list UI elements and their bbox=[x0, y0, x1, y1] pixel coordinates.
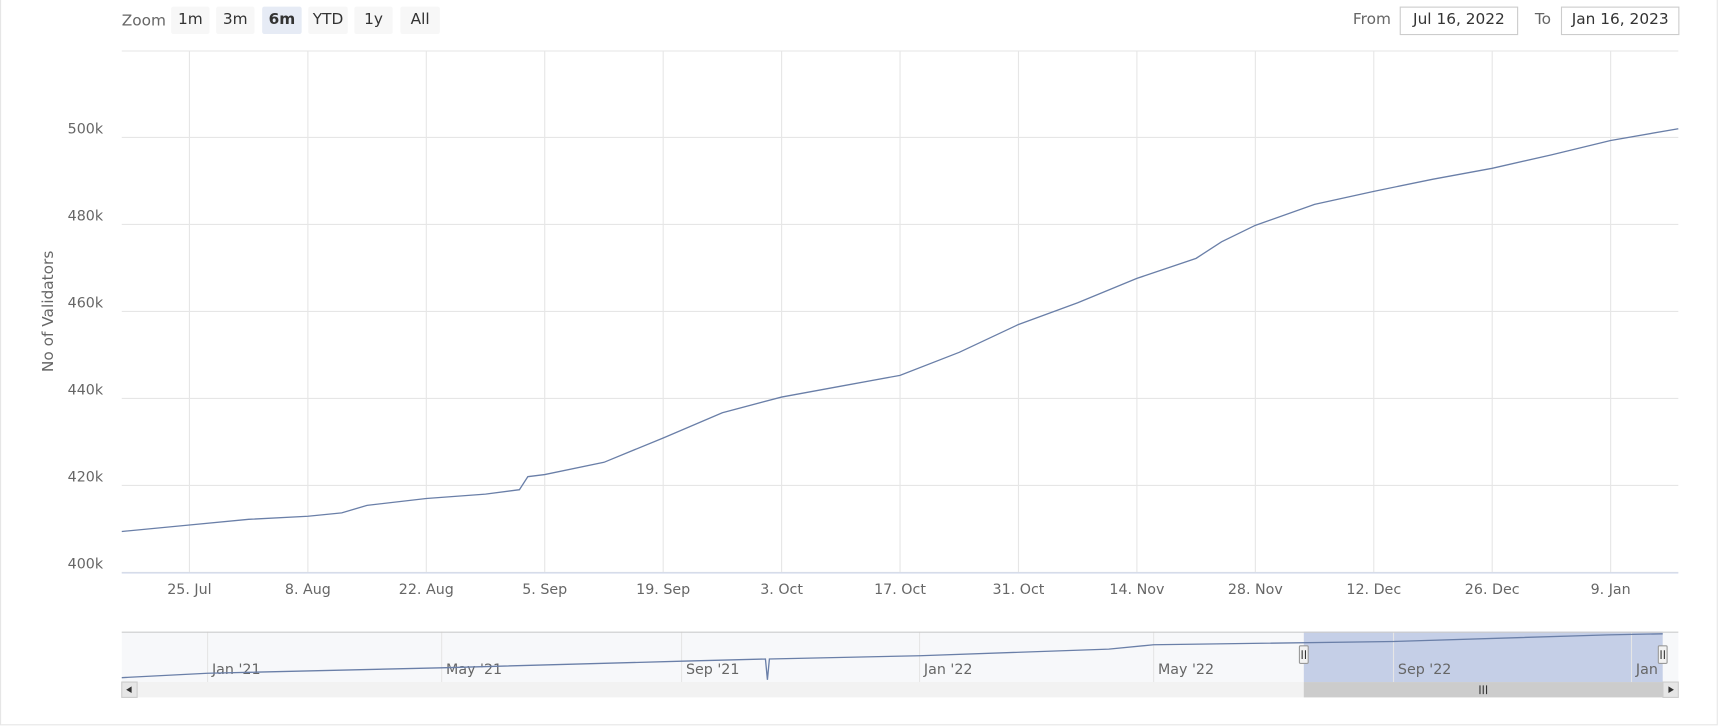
line bbox=[121, 633, 1663, 680]
x-tick-label: May '22 bbox=[1158, 662, 1214, 678]
zoom-button-bg[interactable] bbox=[308, 6, 348, 34]
x-tick-label: Sep '21 bbox=[686, 662, 739, 678]
zoom-button[interactable]: 6m bbox=[262, 6, 302, 34]
handle-grip bbox=[1660, 650, 1665, 660]
zoom-label: Zoom bbox=[122, 11, 166, 29]
from-value[interactable]: Jul 16, 2022 bbox=[1412, 10, 1505, 28]
zoom-button-label[interactable]: 3m bbox=[223, 10, 248, 28]
zoom-button-label[interactable]: All bbox=[411, 10, 430, 28]
scrollbar-grip bbox=[1479, 685, 1488, 695]
zoom-button-label[interactable]: YTD bbox=[312, 10, 344, 28]
zoom-button[interactable]: 1m bbox=[171, 6, 210, 34]
x-tick-label: 26. Dec bbox=[1465, 582, 1520, 598]
x-tick-label: Sep '22 bbox=[1398, 662, 1451, 678]
line bbox=[121, 128, 1679, 533]
y-tick-label: 500k bbox=[68, 122, 104, 138]
zoom-button[interactable]: All bbox=[400, 6, 440, 34]
to-value[interactable]: Jan 16, 2023 bbox=[1571, 10, 1669, 28]
x-tick-label: 8. Aug bbox=[285, 582, 331, 598]
scrollbar-track bbox=[121, 682, 1679, 698]
y-tick-label: 440k bbox=[68, 383, 104, 399]
from-input[interactable] bbox=[1399, 6, 1519, 36]
to-label: To bbox=[1534, 10, 1551, 28]
zoom-button-bg[interactable] bbox=[216, 6, 255, 34]
x-tick-label: 14. Nov bbox=[1109, 582, 1165, 598]
x-tick-label: 25. Jul bbox=[167, 582, 211, 598]
x-tick-label: 17. Oct bbox=[874, 582, 926, 598]
zoom-button[interactable]: 3m bbox=[216, 6, 255, 34]
x-tick-label: 12. Dec bbox=[1346, 582, 1401, 598]
x-tick-label: Jan '22 bbox=[923, 662, 973, 678]
x-tick-label: Jan '23 bbox=[1635, 662, 1685, 678]
navigator-handle[interactable] bbox=[1298, 645, 1309, 664]
zoom-button-bg[interactable] bbox=[400, 6, 440, 34]
from-label: From bbox=[1353, 10, 1391, 28]
navigator-bg bbox=[121, 631, 1679, 683]
navigator-handle[interactable] bbox=[1657, 645, 1668, 664]
to-input[interactable] bbox=[1560, 6, 1680, 36]
x-tick-label: 19. Sep bbox=[636, 582, 690, 598]
zoom-button[interactable]: 1y bbox=[354, 6, 393, 34]
zoom-button-bg[interactable] bbox=[171, 6, 210, 34]
handle-grip bbox=[1301, 650, 1307, 660]
y-tick-label: 480k bbox=[68, 209, 104, 225]
x-tick-label: 28. Nov bbox=[1228, 582, 1284, 598]
navigator-selection[interactable] bbox=[1303, 631, 1663, 683]
y-tick-label: 420k bbox=[68, 470, 104, 486]
scroll-right-arrow bbox=[1668, 686, 1674, 694]
x-tick-label: 3. Oct bbox=[760, 582, 803, 598]
x-tick-label: 5. Sep bbox=[522, 582, 567, 598]
zoom-button-bg[interactable] bbox=[262, 6, 302, 34]
x-tick-label: 9. Jan bbox=[1591, 582, 1631, 598]
zoom-button-label[interactable]: 1y bbox=[364, 10, 383, 28]
x-tick-label: 22. Aug bbox=[399, 582, 454, 598]
x-tick-label: May '21 bbox=[446, 662, 502, 678]
y-axis-title: No of Validators bbox=[39, 251, 57, 372]
x-tick-label: Jan '21 bbox=[211, 662, 261, 678]
x-tick-label: 31. Oct bbox=[993, 582, 1045, 598]
zoom-button-bg[interactable] bbox=[354, 6, 393, 34]
scroll-left-arrow bbox=[126, 686, 132, 694]
zoom-button[interactable]: YTD bbox=[308, 6, 348, 34]
zoom-button-label[interactable]: 6m bbox=[269, 10, 296, 28]
zoom-button-label[interactable]: 1m bbox=[178, 10, 203, 28]
y-tick-label: 400k bbox=[68, 557, 104, 573]
y-tick-label: 460k bbox=[68, 296, 104, 312]
